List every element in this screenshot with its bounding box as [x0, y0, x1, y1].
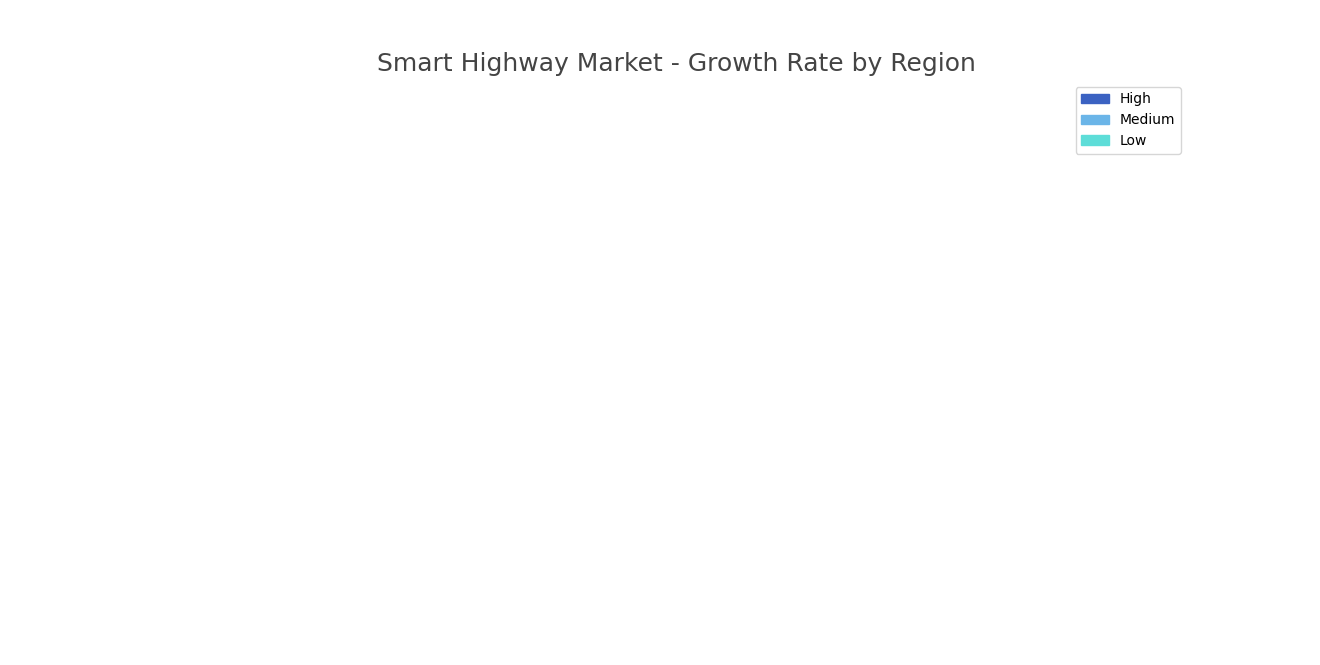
Legend: High, Medium, Low: High, Medium, Low: [1076, 86, 1181, 154]
Title: Smart Highway Market - Growth Rate by Region: Smart Highway Market - Growth Rate by Re…: [378, 53, 975, 76]
